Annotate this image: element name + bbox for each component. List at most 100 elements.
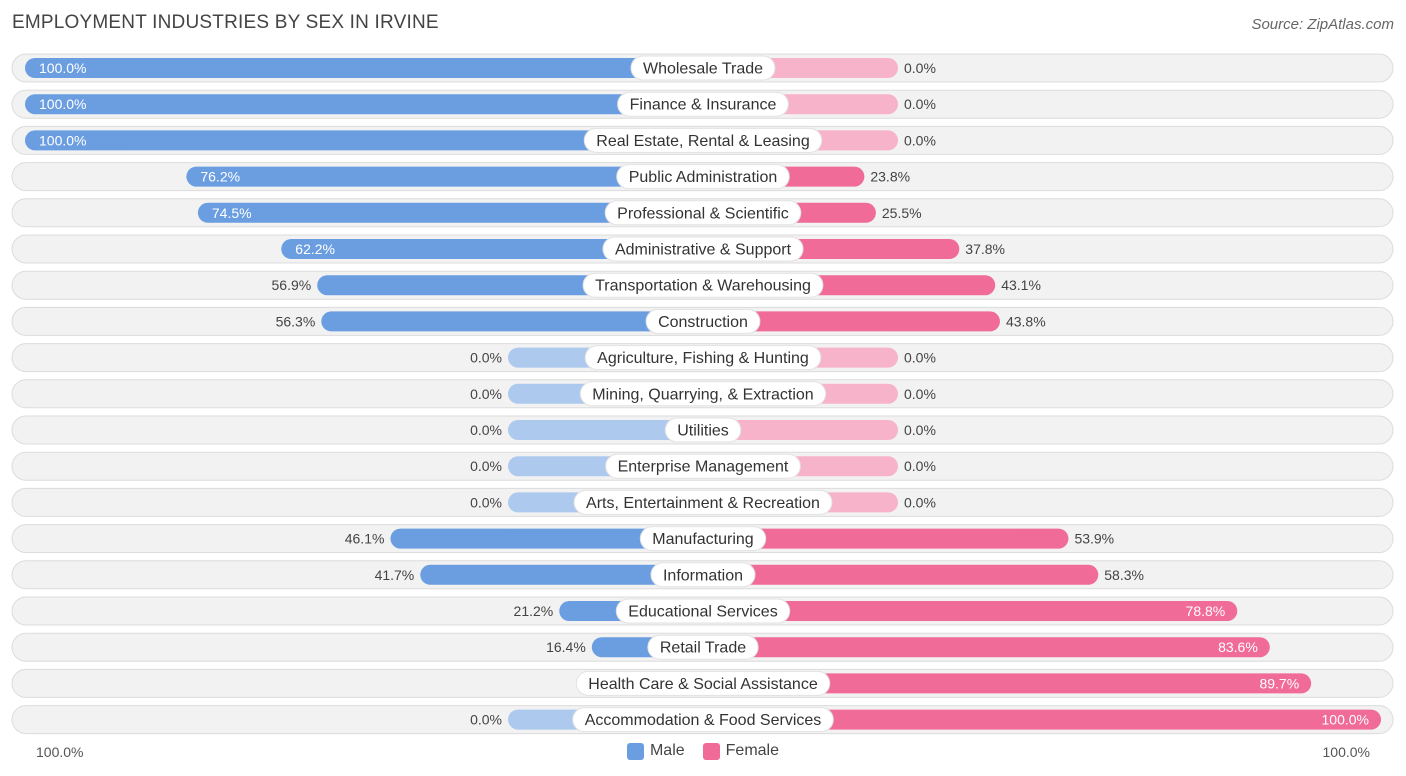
- category-label-transportation-warehousing: Transportation & Warehousing: [595, 278, 811, 295]
- value-label-male-educational-services: 21.2%: [514, 603, 554, 619]
- category-label-administrative-support: Administrative & Support: [615, 242, 792, 259]
- axis-left-label: 100.0%: [36, 744, 84, 760]
- row-agriculture-fishing-hunting: 0.0% 0.0% Agriculture, Fishing & Hunting: [11, 343, 1394, 373]
- value-label-male-manufacturing: 46.1%: [345, 531, 385, 547]
- category-label-construction: Construction: [658, 314, 748, 331]
- category-label-mining-quarrying-extraction: Mining, Quarrying, & Extraction: [592, 386, 813, 403]
- source-label: Source: ZipAtlas.com: [1251, 16, 1394, 33]
- bar-male-construction: [321, 311, 703, 332]
- value-label-male-professional-scientific: 74.5%: [212, 205, 252, 221]
- value-label-female-construction: 43.8%: [1006, 313, 1046, 329]
- category-pill: [602, 236, 804, 262]
- category-pill: [664, 417, 742, 443]
- value-label-male-real-estate-rental-leasing: 100.0%: [39, 132, 86, 148]
- bar-female-accommodation-food-services: [703, 709, 1381, 730]
- category-pill: [615, 598, 791, 624]
- value-label-male-construction: 56.3%: [276, 313, 316, 329]
- row-construction: 56.3% 43.8% Construction: [11, 306, 1394, 336]
- legend-swatch-male: [626, 742, 644, 760]
- row-wholesale-trade: 100.0% 0.0% Wholesale Trade: [11, 53, 1394, 83]
- category-pill: [639, 526, 767, 552]
- value-label-male-wholesale-trade: 100.0%: [39, 60, 86, 76]
- value-label-female-administrative-support: 37.8%: [965, 241, 1005, 257]
- category-pill: [572, 707, 834, 733]
- value-label-male-retail-trade: 16.4%: [546, 639, 586, 655]
- row-health-care-social-assistance: 10.3%89.7%Health Care & Social Assistanc…: [11, 668, 1394, 698]
- value-label-female-wholesale-trade: 0.0%: [904, 60, 936, 76]
- category-pill: [583, 127, 823, 153]
- value-label-female-accommodation-food-services: 100.0%: [1322, 712, 1369, 728]
- value-label-female-real-estate-rental-leasing: 0.0%: [904, 132, 936, 148]
- row-accommodation-food-services: 0.0% 100.0% Accommodation & Food Services: [11, 705, 1394, 735]
- bar-female-manufacturing: [703, 528, 1069, 549]
- category-label-accommodation-food-services: Accommodation & Food Services: [585, 712, 822, 729]
- bar-male-finance-insurance: [25, 94, 703, 115]
- row-arts-entertainment-recreation: 0.0% 0.0% Arts, Entertainment & Recreation: [11, 487, 1394, 517]
- value-label-male-public-administration: 76.2%: [200, 169, 240, 185]
- category-pill: [584, 345, 822, 371]
- category-label-enterprise-management: Enterprise Management: [618, 459, 789, 476]
- bar-female-retail-trade: [703, 637, 1270, 658]
- legend-swatch-female: [702, 742, 720, 760]
- value-label-female-mining-quarrying-extraction: 0.0%: [904, 386, 936, 402]
- chart-title: EMPLOYMENT INDUSTRIES BY SEX IN IRVINE: [12, 12, 439, 33]
- value-label-female-information: 58.3%: [1104, 567, 1144, 583]
- category-pill: [645, 308, 761, 334]
- value-label-male-enterprise-management: 0.0%: [470, 458, 502, 474]
- category-pill: [579, 381, 827, 407]
- category-label-finance-insurance: Finance & Insurance: [630, 97, 777, 114]
- category-label-real-estate-rental-leasing: Real Estate, Rental & Leasing: [596, 133, 809, 150]
- row-educational-services: 21.2% 78.8% Educational Services: [11, 596, 1394, 626]
- value-label-female-utilities: 0.0%: [904, 422, 936, 438]
- value-label-male-information: 41.7%: [375, 567, 415, 583]
- category-label-retail-trade: Retail Trade: [660, 640, 746, 657]
- bar-male-real-estate-rental-leasing: [25, 130, 703, 151]
- row-finance-insurance: 100.0% 0.0% Finance & Insurance: [11, 89, 1394, 119]
- legend-item-female[interactable]: Female: [702, 742, 780, 760]
- category-pill: [630, 55, 776, 81]
- category-label-manufacturing: Manufacturing: [652, 531, 753, 548]
- row-utilities: 0.0% 0.0% Utilities: [11, 415, 1394, 445]
- category-label-information: Information: [663, 567, 743, 584]
- axis-right-label: 100.0%: [1322, 744, 1370, 760]
- value-label-female-manufacturing: 53.9%: [1074, 531, 1114, 547]
- value-label-male-utilities: 0.0%: [470, 422, 502, 438]
- category-label-utilities: Utilities: [677, 423, 729, 440]
- value-label-female-arts-entertainment-recreation: 0.0%: [904, 494, 936, 510]
- value-label-male-mining-quarrying-extraction: 0.0%: [470, 386, 502, 402]
- row-information: 41.7% 58.3% Information: [11, 560, 1394, 590]
- row-enterprise-management: 0.0% 0.0% Enterprise Management: [11, 451, 1394, 481]
- legend-item-male[interactable]: Male: [626, 742, 685, 760]
- value-label-male-arts-entertainment-recreation: 0.0%: [470, 494, 502, 510]
- category-pill: [605, 453, 801, 479]
- value-label-female-finance-insurance: 0.0%: [904, 96, 936, 112]
- legend: Male Female: [0, 742, 1406, 760]
- bar-female-information: [703, 564, 1099, 585]
- category-label-health-care-social-assistance: Health Care & Social Assistance: [588, 676, 818, 693]
- category-label-public-administration: Public Administration: [629, 169, 778, 186]
- bar-male-administrative-support: [281, 239, 703, 259]
- value-label-female-retail-trade: 83.6%: [1218, 639, 1258, 655]
- bar-female-utilities: [703, 420, 898, 440]
- category-pill: [647, 634, 759, 660]
- row-professional-scientific: 74.5% 25.5% Professional & Scientific: [11, 198, 1394, 228]
- value-label-female-agriculture-fishing-hunting: 0.0%: [904, 350, 936, 366]
- row-public-administration: 76.2% 23.8% Public Administration: [11, 162, 1394, 192]
- legend-label-female: Female: [725, 742, 780, 759]
- category-label-wholesale-trade: Wholesale Trade: [643, 61, 763, 78]
- category-label-agriculture-fishing-hunting: Agriculture, Fishing & Hunting: [597, 350, 809, 367]
- value-label-female-educational-services: 78.8%: [1186, 603, 1226, 619]
- legend-label-male: Male: [649, 742, 685, 759]
- category-label-professional-scientific: Professional & Scientific: [617, 205, 789, 222]
- row-manufacturing: 46.1% 53.9% Manufacturing: [11, 524, 1394, 554]
- bar-male-utilities: [508, 420, 703, 440]
- value-label-male-agriculture-fishing-hunting: 0.0%: [470, 350, 502, 366]
- category-pill: [650, 562, 756, 588]
- bar-male-public-administration: [186, 166, 703, 187]
- bar-male-manufacturing: [390, 528, 703, 549]
- value-label-female-health-care-social-assistance: 89.7%: [1259, 675, 1299, 691]
- value-label-male-transportation-warehousing: 56.9%: [272, 277, 312, 293]
- category-label-arts-entertainment-recreation: Arts, Entertainment & Recreation: [586, 495, 820, 512]
- category-label-educational-services: Educational Services: [628, 604, 777, 621]
